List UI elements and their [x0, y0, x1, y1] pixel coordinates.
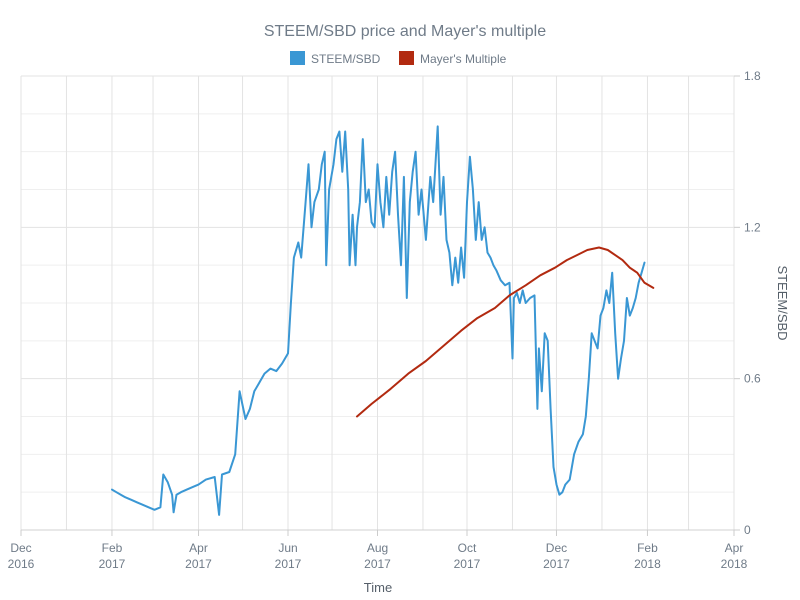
x-tick-label-month: Dec — [10, 541, 31, 555]
series-layer — [111, 125, 655, 516]
x-tick-label-year: 2016 — [8, 557, 35, 571]
y-axis-ticks: 0 0.6 1.2 1.8 — [734, 69, 761, 537]
x-tick-label-month: Aug — [367, 541, 388, 555]
legend-label-mayers-multiple[interactable]: Mayer's Multiple — [420, 52, 507, 66]
x-tick-label-year: 2018 — [634, 557, 661, 571]
series-line-steem-sbd[interactable] — [111, 125, 646, 516]
y-tick-label: 0.6 — [744, 372, 761, 386]
y-tick-label: 1.2 — [744, 220, 761, 234]
x-tick-label-year: 2018 — [721, 557, 748, 571]
y-tick-label: 1.8 — [744, 69, 761, 83]
x-tick-label-month: Apr — [725, 541, 744, 555]
x-tick-label-month: Apr — [189, 541, 208, 555]
x-tick-label-month: Dec — [546, 541, 567, 555]
legend-swatch-mayers-multiple[interactable] — [399, 51, 414, 65]
y-tick-label: 0 — [744, 523, 751, 537]
x-axis-label: Time — [364, 580, 392, 595]
x-axis-ticks: Dec 2016 Feb 2017 Apr 2017 Jun 2017 Aug 2017 Oct 20… — [8, 530, 748, 571]
x-tick-label-year: 2017 — [543, 557, 570, 571]
x-tick-label-year: 2017 — [185, 557, 212, 571]
legend-label-steem-sbd[interactable]: STEEM/SBD — [311, 52, 381, 66]
x-tick-label-year: 2017 — [99, 557, 126, 571]
x-tick-label-year: 2017 — [454, 557, 481, 571]
y-axis-label: STEEM/SBD — [775, 265, 790, 340]
x-tick-label-month: Feb — [102, 541, 123, 555]
x-tick-label-month: Oct — [458, 541, 477, 555]
legend-swatch-steem-sbd[interactable] — [290, 51, 305, 65]
chart-title: STEEM/SBD price and Mayer's multiple — [264, 23, 546, 40]
series-line-mayers-multiple[interactable] — [356, 246, 655, 418]
x-tick-label-month: Feb — [637, 541, 658, 555]
x-tick-label-month: Jun — [278, 541, 297, 555]
x-tick-label-year: 2017 — [275, 557, 302, 571]
x-tick-label-year: 2017 — [364, 557, 391, 571]
legend: STEEM/SBD Mayer's Multiple — [290, 51, 507, 66]
